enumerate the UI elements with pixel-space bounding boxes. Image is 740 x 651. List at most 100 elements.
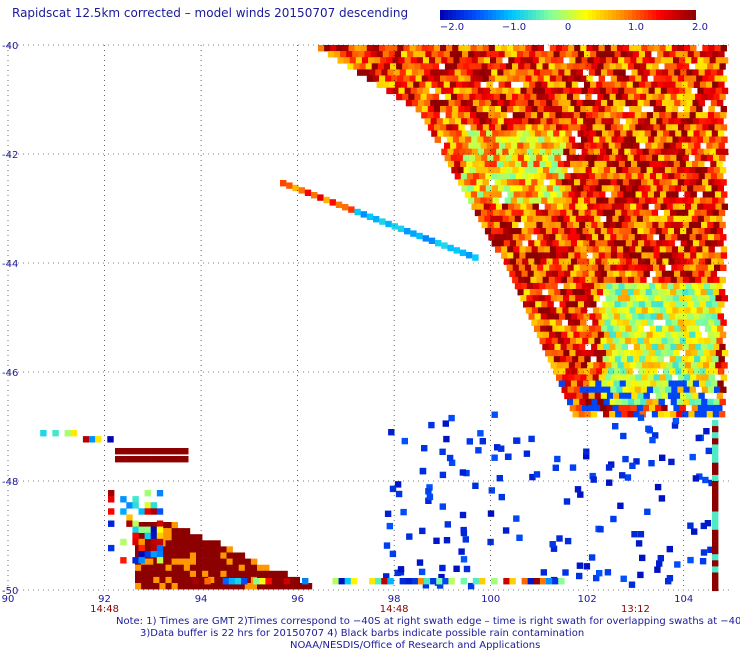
wind-cell — [432, 93, 440, 101]
wind-cell — [712, 523, 719, 531]
wind-cell — [598, 319, 605, 326]
wind-cell — [519, 45, 526, 52]
wind-cell — [702, 307, 710, 314]
wind-cell — [208, 564, 215, 572]
wind-cell — [410, 230, 417, 237]
wind-cell — [604, 112, 611, 119]
colorbar — [440, 10, 696, 20]
wind-cell — [701, 264, 709, 271]
wind-cell — [603, 398, 610, 406]
wind-cell — [680, 228, 687, 235]
wind-cell — [150, 532, 158, 540]
wind-cell — [465, 57, 472, 64]
wind-cell — [514, 87, 521, 95]
wind-cell — [606, 228, 614, 235]
wind-cell — [684, 124, 691, 131]
wind-cell — [459, 148, 466, 156]
wind-cell — [716, 282, 723, 290]
wind-cell — [581, 148, 588, 156]
wind-cell — [581, 57, 588, 64]
wind-cell — [490, 148, 497, 156]
wind-cell — [655, 69, 663, 76]
wind-cell — [620, 301, 627, 308]
wind-cell — [671, 179, 678, 186]
wind-cell — [496, 475, 503, 482]
wind-cell — [453, 87, 460, 95]
wind-cell — [474, 81, 481, 88]
wind-cell — [650, 130, 658, 137]
wind-cell — [674, 228, 681, 235]
wind-cell — [712, 542, 719, 549]
wind-cell — [641, 124, 648, 131]
wind-cell — [208, 570, 215, 578]
wind-cell — [668, 118, 675, 125]
wind-cell — [600, 404, 607, 412]
wind-cell — [670, 398, 678, 406]
wind-cell — [487, 154, 494, 162]
wind-cell — [428, 237, 436, 244]
wind-cell — [467, 130, 475, 137]
wind-cell — [520, 136, 527, 143]
colorbar-segment — [508, 10, 513, 20]
wind-cell — [580, 191, 588, 198]
wind-cell — [712, 301, 719, 308]
wind-cell — [577, 197, 585, 204]
wind-cell — [585, 386, 593, 393]
wind-cell — [499, 63, 507, 70]
wind-cell — [548, 289, 555, 296]
wind-cell — [592, 45, 599, 52]
wind-cell — [720, 374, 728, 381]
wind-cell — [153, 558, 160, 565]
wind-cell — [693, 130, 700, 137]
wind-cell — [150, 538, 158, 546]
wind-cell — [634, 112, 642, 119]
wind-cell — [713, 221, 720, 229]
wind-cell — [577, 313, 584, 320]
wind-cell — [690, 374, 697, 381]
wind-cell — [530, 63, 537, 70]
wind-cell — [692, 392, 699, 400]
wind-cell — [583, 368, 591, 375]
wind-cell — [577, 368, 584, 375]
wind-cell — [675, 142, 683, 149]
colorbar-segment — [680, 10, 685, 20]
wind-cell — [711, 240, 718, 247]
wind-cell — [640, 167, 647, 174]
wind-cell — [480, 197, 487, 204]
wind-cell — [646, 167, 653, 174]
wind-cell — [545, 215, 552, 223]
wind-cell — [656, 258, 663, 265]
wind-cell — [671, 319, 678, 326]
wind-cell — [675, 368, 682, 375]
wind-cell — [718, 411, 726, 418]
wind-cell — [660, 148, 668, 156]
wind-cell — [434, 124, 441, 131]
wind-cell — [598, 386, 605, 393]
colorbar-segment — [472, 10, 477, 20]
wind-cell — [385, 45, 392, 52]
wind-cell — [709, 148, 717, 156]
wind-cell — [515, 69, 522, 76]
wind-cell — [639, 554, 646, 562]
wind-cell — [588, 99, 596, 107]
wind-cell — [449, 51, 457, 58]
wind-cell — [618, 337, 626, 345]
wind-cell — [599, 307, 606, 314]
wind-cell — [714, 234, 721, 241]
wind-cell — [610, 112, 617, 119]
wind-cell — [503, 258, 511, 265]
wind-cell — [324, 45, 331, 52]
colorbar-segment — [648, 10, 653, 20]
wind-cell — [654, 362, 661, 369]
wind-cell — [422, 87, 430, 95]
wind-cell — [616, 106, 624, 113]
wind-cell — [602, 197, 609, 204]
wind-cell — [649, 160, 656, 168]
wind-cell — [602, 81, 609, 88]
wind-cell — [701, 234, 709, 241]
wind-cell — [562, 307, 569, 314]
wind-cell — [561, 167, 568, 174]
wind-cell — [581, 350, 588, 357]
wind-cell — [159, 570, 166, 578]
colorbar-segment — [584, 10, 589, 20]
